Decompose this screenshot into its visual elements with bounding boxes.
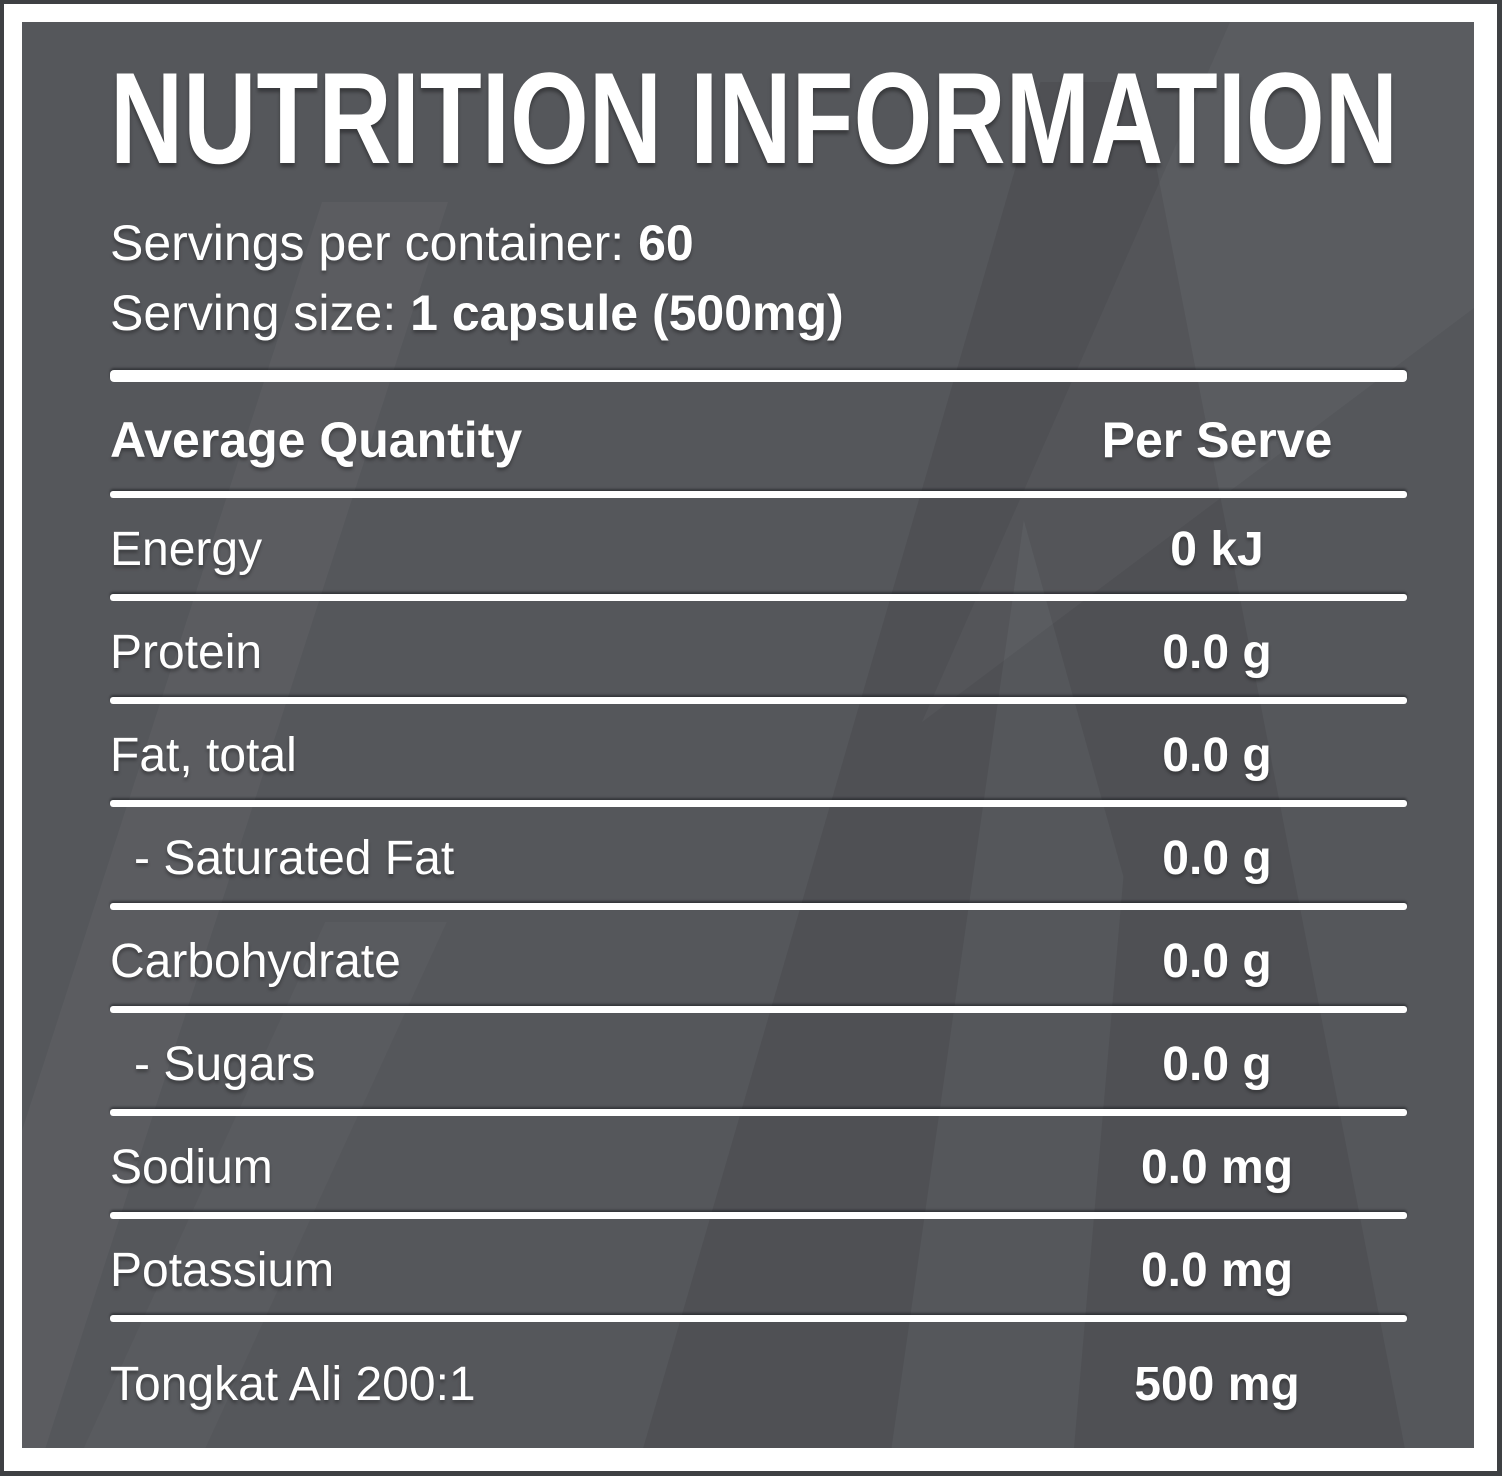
label-panel: NUTRITION INFORMATION Servings per conta… — [22, 22, 1474, 1448]
serving-size: Serving size: 1 capsule (500mg) — [110, 278, 1407, 348]
row-label: Tongkat Ali 200:1 — [110, 1357, 476, 1411]
row-value: 0.0 g — [1162, 1038, 1272, 1091]
nutrition-table: Average Quantity Per Serve Energy 0 kJ P… — [110, 382, 1407, 1446]
row-value: 500 mg — [1134, 1357, 1300, 1411]
table-row: Sodium 0.0 mg — [110, 1116, 1407, 1219]
table-row: Protein 0.0 g — [110, 601, 1407, 704]
row-label: - Sugars — [134, 1038, 316, 1091]
row-label: Energy — [110, 523, 263, 576]
row-label: Protein — [110, 626, 263, 679]
table-row: Carbohydrate 0.0 g — [110, 910, 1407, 1013]
table-row: Fat, total 0.0 g — [110, 704, 1407, 807]
table-header-row: Average Quantity Per Serve — [110, 382, 1407, 498]
serving-info: Servings per container: 60 Serving size:… — [110, 208, 1407, 348]
table-row: Tongkat Ali 200:1 500 mg — [110, 1322, 1407, 1446]
label-content: NUTRITION INFORMATION Servings per conta… — [22, 22, 1474, 1446]
row-label: - Saturated Fat — [134, 832, 455, 885]
servings-per-container-label: Servings per container: — [110, 215, 625, 271]
serving-size-label: Serving size: — [110, 285, 397, 341]
row-label: Potassium — [110, 1244, 335, 1297]
row-value: 0.0 g — [1162, 935, 1272, 988]
table-row: - Saturated Fat 0.0 g — [110, 807, 1407, 910]
column-header-average-quantity: Average Quantity — [110, 412, 523, 468]
row-value: 0.0 mg — [1140, 1141, 1294, 1194]
row-value: 0.0 mg — [1140, 1244, 1294, 1297]
table-row: Energy 0 kJ — [110, 498, 1407, 601]
column-header-per-serve: Per Serve — [1101, 412, 1333, 468]
page-title: NUTRITION INFORMATION — [110, 45, 1407, 191]
header-separator — [110, 370, 1407, 382]
page-title-text: NUTRITION INFORMATION — [110, 45, 1398, 191]
serving-size-value: 1 capsule (500mg) — [410, 285, 844, 341]
row-label: Fat, total — [110, 729, 297, 782]
row-value: 0.0 g — [1162, 626, 1272, 679]
row-value: 0.0 g — [1162, 832, 1272, 885]
table-row: - Sugars 0.0 g — [110, 1013, 1407, 1116]
row-label: Sodium — [110, 1141, 273, 1194]
servings-per-container-value: 60 — [638, 215, 694, 271]
servings-per-container: Servings per container: 60 — [110, 208, 1407, 278]
row-label: Carbohydrate — [110, 935, 401, 988]
table-row: Potassium 0.0 mg — [110, 1219, 1407, 1322]
table-body: Energy 0 kJ Protein 0.0 g Fat, total 0.0… — [110, 498, 1407, 1446]
row-value: 0.0 g — [1162, 729, 1272, 782]
row-value: 0 kJ — [1170, 523, 1264, 576]
